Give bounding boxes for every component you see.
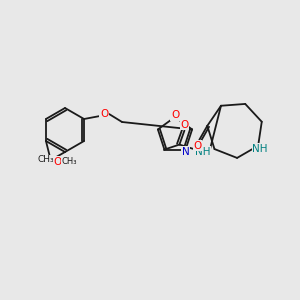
Text: O: O: [54, 157, 62, 167]
Text: NH: NH: [252, 144, 268, 154]
Text: NH: NH: [195, 147, 210, 157]
Text: CH₃: CH₃: [61, 158, 77, 166]
Text: O: O: [180, 120, 188, 130]
Text: O: O: [171, 110, 179, 120]
Text: O: O: [193, 141, 201, 151]
Text: O: O: [100, 109, 108, 119]
Text: N: N: [182, 147, 190, 157]
Text: CH₃: CH₃: [38, 155, 54, 164]
